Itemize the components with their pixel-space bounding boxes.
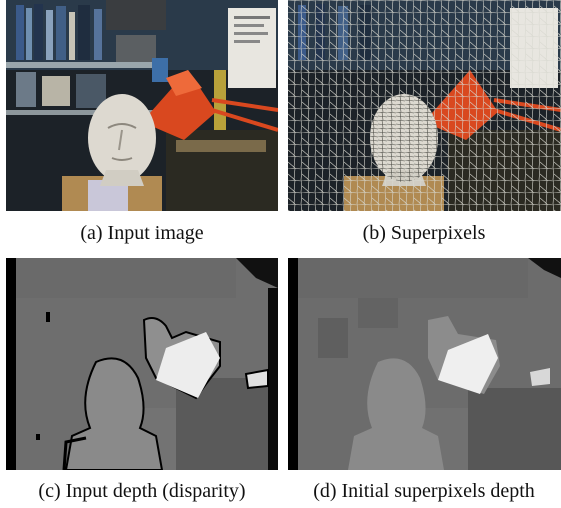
input-image-photo (6, 0, 278, 211)
input-depth-map (6, 258, 278, 470)
panel-superpixels-depth (288, 258, 561, 470)
caption-superpixels-depth: (d) Initial superpixels depth (313, 480, 535, 502)
superpixel-depth-map (288, 258, 561, 470)
caption-superpixels: (b) Superpixels (362, 222, 486, 244)
panel-superpixels (288, 0, 561, 211)
caption-input-image: (a) Input image (80, 222, 204, 244)
superpixel-overlay-photo (288, 0, 561, 211)
panel-input-depth (6, 258, 278, 470)
caption-input-depth: (c) Input depth (disparity) (38, 480, 246, 502)
panel-input-image (6, 0, 278, 211)
